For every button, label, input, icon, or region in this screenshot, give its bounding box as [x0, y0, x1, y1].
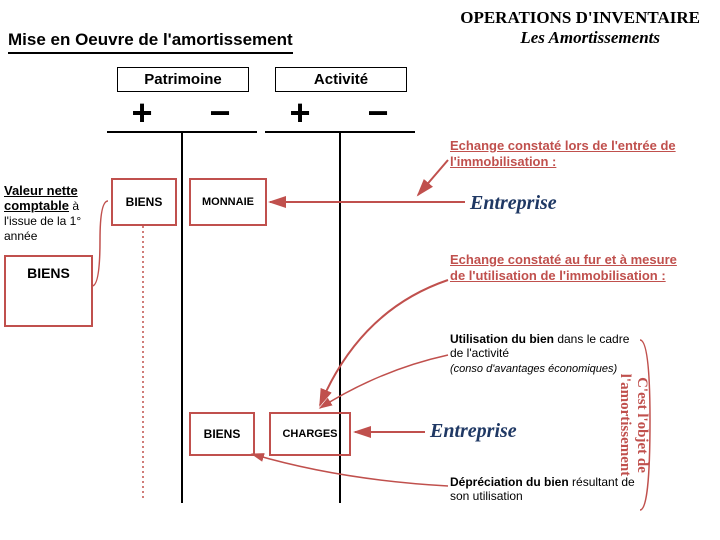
deprec-bold: Dépréciation du bien: [450, 475, 569, 489]
echange-2: Echange constaté au fur et à mesure de l…: [450, 252, 685, 283]
sign-plus-1: +: [122, 92, 162, 134]
vertical-line1: C'est l'objet de: [634, 377, 650, 473]
hbar-1: [107, 131, 257, 133]
sign-minus-1: −: [200, 92, 240, 134]
echange-1: Echange constaté lors de l'entrée de l'i…: [450, 138, 680, 169]
box-biens-1-label: BIENS: [126, 195, 163, 209]
box-charges: CHARGES: [269, 412, 351, 456]
util-paren: (conso d'avantages économiques): [450, 363, 617, 375]
box-biens-2: BIENS: [189, 412, 255, 456]
vline-1: [181, 133, 183, 503]
valeur-nette-label: Valeur nette comptable à l'issue de la 1…: [4, 184, 104, 244]
hbar-2: [265, 131, 415, 133]
sign-plus-2: +: [280, 92, 320, 134]
utilisation-text: Utilisation du bien dans le cadre de l'a…: [450, 332, 630, 376]
entreprise-2: Entreprise: [430, 420, 517, 443]
valeur-nette-text: Valeur nette: [4, 183, 78, 198]
page-subtitle: Mise en Oeuvre de l'amortissement: [8, 30, 293, 54]
col-header-patrimoine: Patrimoine: [117, 67, 249, 92]
box-biens-2-label: BIENS: [204, 427, 241, 441]
box-charges-label: CHARGES: [282, 428, 337, 440]
biens-left-box: BIENS: [4, 255, 93, 327]
col-header-activite: Activité: [275, 67, 407, 92]
biens-left-label: BIENS: [27, 265, 70, 281]
sign-minus-2: −: [358, 92, 398, 134]
page-title-2: Les Amortissements: [520, 28, 660, 48]
box-biens-1: BIENS: [111, 178, 177, 226]
page-title-1: OPERATIONS D'INVENTAIRE: [460, 8, 700, 28]
vertical-line2: l'amortissement: [618, 374, 634, 476]
util-bold: Utilisation du bien: [450, 332, 554, 346]
entreprise-1: Entreprise: [470, 192, 557, 215]
comptable-text: comptable: [4, 198, 69, 213]
box-monnaie: MONNAIE: [189, 178, 267, 226]
box-monnaie-label: MONNAIE: [202, 196, 254, 208]
vertical-text: C'est l'objet de l'amortissement: [617, 330, 650, 520]
